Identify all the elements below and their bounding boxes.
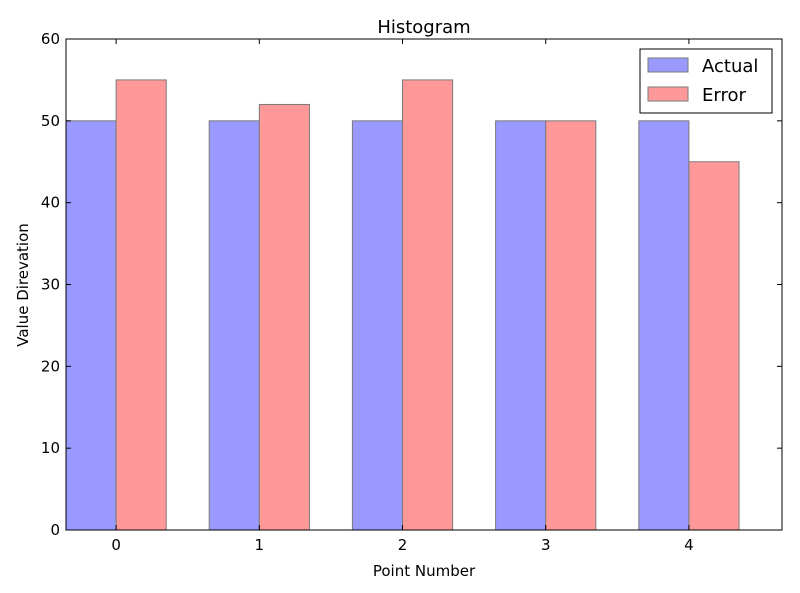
bar-actual-0 bbox=[65, 120, 117, 531]
x-tick-label: 4 bbox=[684, 536, 694, 554]
legend-label-actual: Actual bbox=[702, 56, 758, 77]
legend-swatch-actual bbox=[647, 57, 689, 73]
bar-actual-3 bbox=[495, 120, 547, 531]
y-tick-label: 50 bbox=[41, 112, 60, 130]
bar-error-2 bbox=[402, 79, 454, 531]
bar-error-4 bbox=[688, 161, 740, 531]
bar-actual-1 bbox=[208, 120, 260, 531]
y-tick-label: 20 bbox=[41, 357, 60, 375]
plot-frame bbox=[65, 38, 783, 531]
legend-label-error: Error bbox=[702, 85, 746, 106]
bar-error-0 bbox=[115, 79, 167, 531]
bar-actual-4 bbox=[638, 120, 690, 531]
bar-error-3 bbox=[545, 120, 597, 531]
x-tick-label: 2 bbox=[398, 536, 408, 554]
x-axis-label: Point Number bbox=[373, 562, 476, 580]
y-tick-label: 10 bbox=[41, 439, 60, 457]
x-tick-label: 0 bbox=[111, 536, 121, 554]
chart-title: Histogram bbox=[377, 17, 470, 38]
y-tick-label: 40 bbox=[41, 194, 60, 212]
y-tick-label: 0 bbox=[50, 521, 60, 539]
y-tick-label: 30 bbox=[41, 276, 60, 294]
x-tick-label: 3 bbox=[541, 536, 551, 554]
bars-group bbox=[65, 79, 740, 531]
y-axis-label: Value Direvation bbox=[14, 223, 32, 347]
bar-error-1 bbox=[258, 103, 310, 531]
legend: Actual Error bbox=[639, 48, 773, 114]
y-tick-label: 60 bbox=[41, 30, 60, 48]
legend-swatch-error bbox=[647, 86, 689, 102]
x-tick-label: 1 bbox=[255, 536, 265, 554]
bar-actual-2 bbox=[351, 120, 404, 531]
